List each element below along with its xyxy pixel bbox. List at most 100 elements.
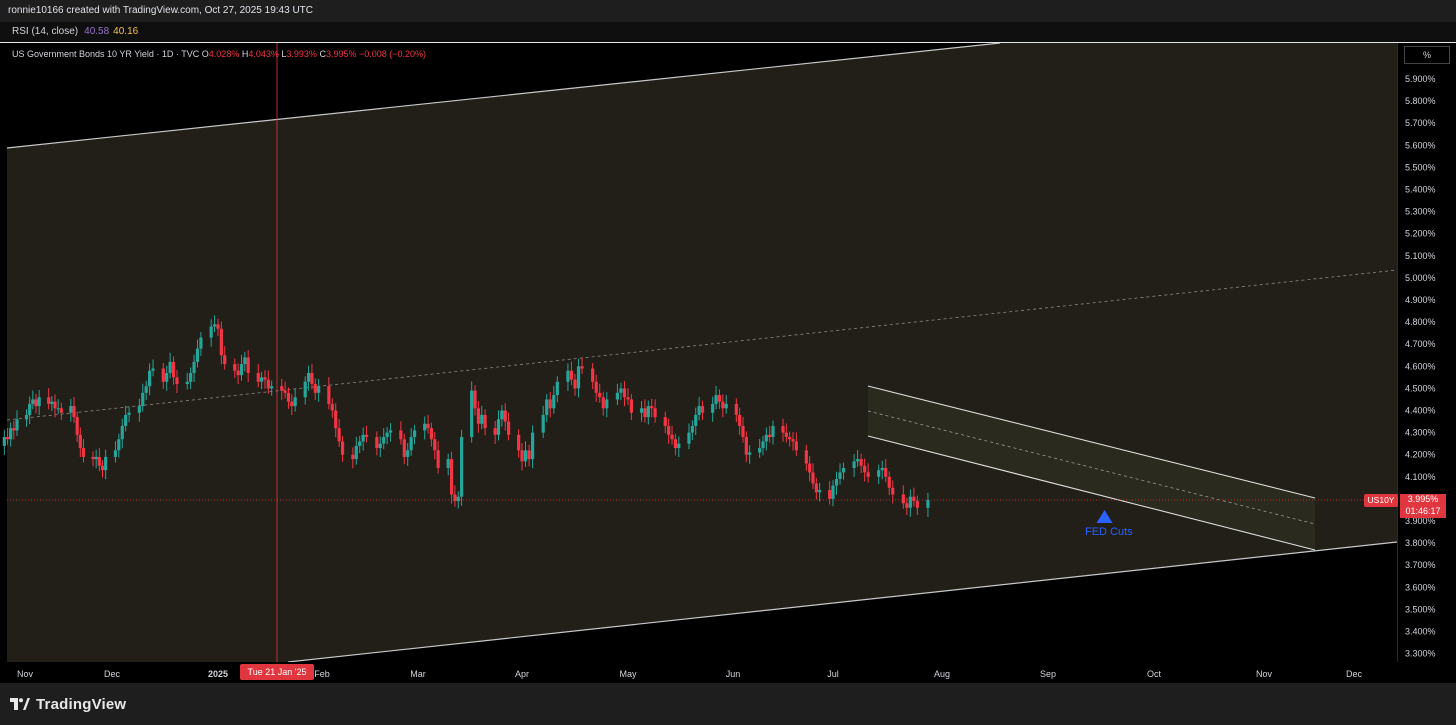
tradingview-brand[interactable]: TradingView (10, 693, 126, 715)
candle-body (453, 494, 457, 502)
candle-body (56, 408, 60, 410)
candle-body (306, 372, 311, 382)
x-tick-label: Jun (726, 669, 741, 679)
legend-open-key: O (201, 49, 209, 59)
candle-body (243, 357, 247, 365)
candle-body (794, 441, 798, 451)
candle-body (758, 448, 762, 453)
candle-body (104, 456, 108, 471)
candle-body (717, 395, 722, 402)
candle-body (47, 397, 51, 404)
candle-body (337, 428, 341, 442)
candle-body (283, 390, 287, 393)
candle-body (653, 408, 657, 418)
y-tick-label: 5.700% (1405, 118, 1436, 128)
candle-body (340, 441, 345, 455)
candle-body (834, 479, 839, 486)
candle-body (663, 417, 667, 426)
candle-body (290, 401, 294, 407)
percent-scale-button[interactable]: % (1404, 46, 1450, 64)
candle-body (476, 408, 480, 424)
candle-body (456, 496, 460, 502)
candle-body (364, 434, 369, 438)
wide-channel-lower-line (287, 541, 1398, 663)
candle-body (31, 399, 35, 404)
candle-body (409, 437, 413, 451)
candle-body (317, 386, 321, 393)
candle-body (670, 434, 674, 440)
candle-body (576, 366, 581, 389)
candle-body (761, 441, 765, 449)
y-tick-label: 4.600% (1405, 361, 1436, 371)
legend-low-key: L (281, 49, 287, 59)
candle-body (804, 450, 808, 464)
candle-body (270, 386, 274, 389)
candle-body (120, 425, 124, 440)
y-tick-label: 4.300% (1405, 428, 1436, 438)
candle-body (330, 403, 334, 411)
rsi-label: RSI (14, close) (12, 26, 79, 37)
candle-body (573, 379, 577, 389)
candle-body (293, 397, 297, 407)
candle-body (687, 432, 691, 444)
candle-body (764, 434, 768, 442)
candle-body (569, 370, 574, 380)
candle-body (260, 377, 264, 382)
candle-body (808, 463, 812, 473)
candle-body (615, 392, 619, 400)
candle-body (856, 459, 860, 462)
candle-body (78, 434, 82, 449)
candle-body (100, 465, 105, 471)
candle-body (811, 472, 815, 484)
legend-low: 3.993% (286, 49, 317, 59)
candle-body (127, 412, 131, 415)
candle-body (541, 414, 545, 433)
candle-body (690, 425, 694, 433)
candle-body (863, 465, 867, 473)
legend-close: 3.995% (325, 49, 357, 59)
price-chart[interactable]: 5.900% 5.800% 5.700% 5.600% 5.500% 5.400% 5.30… (0, 43, 1456, 683)
attribution-text: ronnie10166 created with TradingView.com… (8, 5, 313, 16)
last-price: 3.995% (1407, 494, 1439, 504)
candle-body (406, 450, 410, 457)
y-tick-label: 3.800% (1405, 538, 1436, 548)
candle-body (375, 437, 379, 449)
candle-body (605, 399, 609, 409)
candle-body (912, 496, 916, 502)
candle-body (223, 355, 227, 365)
candle-body (113, 450, 118, 457)
rsi-value-2: 40.16 (113, 26, 139, 37)
bar-countdown: 01:46:17 (1405, 505, 1441, 516)
candle-body (460, 437, 464, 497)
candle-body (313, 383, 317, 393)
legend-change: −0.008 (−0.20%) (359, 49, 427, 59)
candle-body (784, 432, 788, 438)
candle-body (650, 406, 654, 409)
candle-body (212, 324, 217, 327)
candle-body (124, 414, 128, 426)
candle-body (5, 437, 10, 440)
symbol-legend[interactable]: US Government Bonds 10 YR Yield · 1D · T… (12, 49, 426, 59)
candle-body (28, 403, 32, 415)
legend-title: US Government Bonds 10 YR Yield · 1D · T… (12, 49, 200, 59)
candle-body (520, 450, 524, 462)
y-tick-label: 3.500% (1405, 604, 1436, 614)
rsi-pane-header[interactable]: RSI (14, close) 40.58 40.16 (0, 22, 1456, 43)
candle-body (548, 399, 552, 409)
candle-body (470, 390, 474, 438)
candle-body (327, 386, 331, 404)
candle-body (361, 434, 365, 442)
candle-body (552, 395, 556, 409)
candle-body (884, 467, 888, 477)
candle-body (891, 487, 895, 495)
y-tick-label: 3.700% (1405, 560, 1436, 570)
candle-body (496, 419, 501, 435)
y-tick-label: 5.500% (1405, 162, 1436, 172)
legend-close-key: C (319, 49, 326, 59)
fed-cuts-annotation[interactable]: FED Cuts (1085, 526, 1133, 538)
brand-name: TradingView (36, 695, 127, 713)
candle-body (721, 401, 725, 409)
desc-channel-lower-line (867, 435, 1316, 551)
wide-channel-fill (7, 43, 1397, 662)
candle-body (53, 401, 57, 409)
